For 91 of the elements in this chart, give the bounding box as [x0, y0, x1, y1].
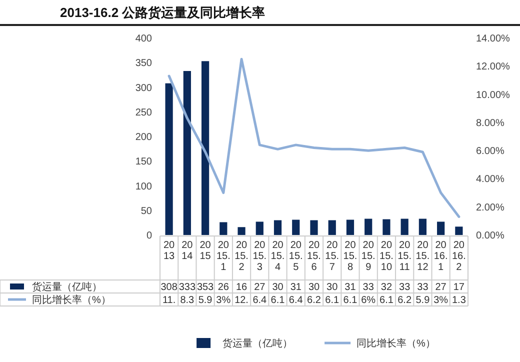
y2-tick-label: 6.00%	[476, 146, 504, 158]
bar	[328, 220, 336, 235]
data-label: 6.2	[398, 295, 412, 306]
data-label: 6.4	[288, 295, 304, 306]
bar	[256, 222, 264, 235]
x-tick-label: 2015.9	[361, 240, 376, 273]
y-tick-label: 350	[135, 58, 152, 70]
data-label: 6.1	[270, 295, 286, 306]
data-label: 30	[272, 282, 284, 293]
data-label: 27	[435, 282, 447, 293]
y-tick-label: 250	[135, 107, 152, 118]
data-label: 31	[344, 282, 356, 293]
y2-tick-label: 8.00%	[476, 118, 504, 129]
data-label: 30	[308, 282, 320, 293]
y2-tick-label: 4.00%	[476, 174, 504, 186]
data-label: 6.4	[252, 295, 268, 306]
x-tick-label: 2013	[163, 240, 176, 262]
x-tick-label: 2015.12	[416, 240, 430, 273]
data-label: 1.3	[452, 295, 466, 306]
y2-tick-label: 0.00%	[476, 230, 504, 242]
y2-tick-label: 12.00%	[476, 62, 510, 73]
data-label: 33	[417, 282, 429, 293]
bar	[292, 220, 300, 235]
legend-label: 货运量（亿吨）	[32, 281, 102, 293]
data-label: 8.3	[180, 295, 195, 306]
data-label: 6.2	[307, 295, 322, 306]
y-tick-label: 200	[135, 132, 152, 143]
x-tick-label: 2015.7	[325, 240, 340, 273]
data-label: 31	[290, 282, 302, 293]
y-tick-label: 0	[146, 230, 152, 242]
bar	[437, 222, 445, 235]
x-tick-label: 2015.3	[252, 240, 267, 273]
bar	[310, 220, 318, 235]
data-label: 6.1	[325, 295, 340, 306]
data-label: 32	[380, 282, 392, 293]
x-tick-label: 2016.1	[434, 240, 448, 273]
y-tick-label: 150	[135, 156, 152, 168]
chart-title: 2013-16.2 公路货运量及同比增长率	[60, 5, 266, 20]
bar	[183, 71, 191, 235]
data-label: 5.9	[198, 295, 213, 306]
data-label: 33	[362, 282, 374, 293]
y-tick-label: 100	[135, 181, 152, 192]
bar	[455, 226, 463, 235]
bar	[238, 227, 246, 235]
data-label: 16	[236, 282, 248, 293]
bar	[346, 220, 354, 235]
data-label: 26	[218, 282, 230, 293]
bar	[274, 220, 282, 235]
text: 货运量（亿吨）	[222, 338, 293, 350]
x-tick-label: 2015.11	[398, 240, 412, 273]
y2-tick-label: 2.00%	[476, 202, 504, 214]
data-label: 30	[326, 282, 338, 293]
y-tick-label: 400	[135, 34, 152, 44]
x-tick-label: 2015.5	[288, 240, 303, 273]
data-label: 353	[196, 282, 214, 293]
x-tick-label: 2016.2	[452, 240, 466, 273]
bar	[165, 83, 173, 235]
x-tick-label: 2015.10	[380, 240, 394, 273]
data-label: 17	[453, 282, 465, 293]
y2-tick-label: 10.00%	[476, 90, 510, 101]
y-tick-label: 50	[140, 206, 152, 217]
x-tick-label: 2015.8	[343, 240, 358, 273]
data-label: 11.	[162, 295, 176, 306]
data-label: 12.	[234, 295, 248, 306]
data-label: 5.9	[416, 295, 430, 306]
line-series	[168, 58, 460, 218]
legend-label: 同比增长率（%）	[32, 294, 111, 306]
data-label: 3%	[434, 295, 448, 306]
data-label: 27	[254, 282, 266, 293]
x-tick-label: 2015.1	[216, 240, 230, 273]
data-label: 333	[178, 282, 196, 293]
data-label: 6.1	[380, 295, 394, 306]
x-tick-label: 2014	[182, 240, 194, 262]
x-tick-label: 2015.4	[270, 240, 285, 273]
bar	[400, 218, 408, 235]
x-tick-label: 2015.2	[234, 240, 248, 273]
x-tick-label: 2015.6	[307, 240, 321, 273]
data-label: 308	[160, 282, 178, 293]
data-label: 6.1	[343, 295, 358, 306]
data-label: 3%	[216, 295, 231, 306]
bar	[418, 218, 427, 235]
y2-tick-label: 14.00%	[476, 34, 510, 44]
text: 同比增长率（%）	[356, 338, 436, 350]
bar	[201, 61, 210, 235]
y-tick-label: 300	[135, 82, 152, 94]
bar	[382, 219, 390, 235]
bar	[364, 218, 372, 235]
bar	[220, 222, 228, 235]
x-tick-label: 2015	[200, 240, 212, 262]
data-label: 33	[399, 282, 411, 293]
data-label: 6%	[361, 295, 376, 306]
